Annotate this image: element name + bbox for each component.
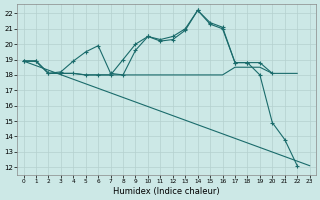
X-axis label: Humidex (Indice chaleur): Humidex (Indice chaleur) <box>113 187 220 196</box>
